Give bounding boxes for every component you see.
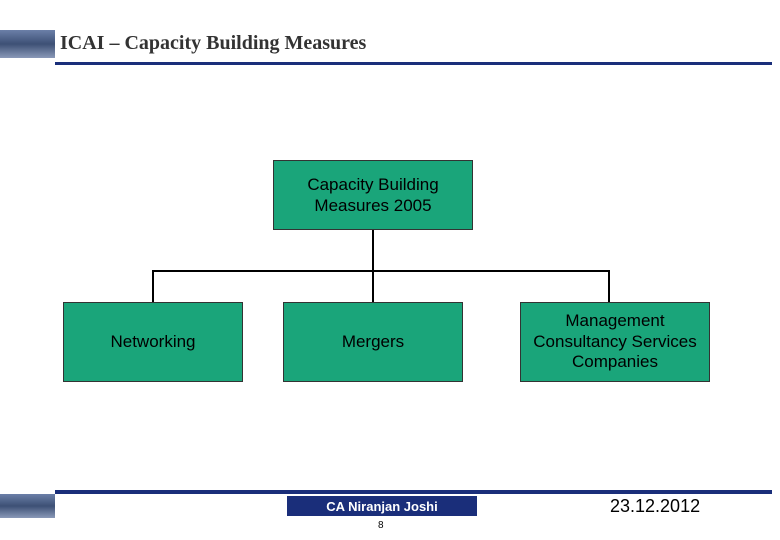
- org-child-label: Management Consultancy Services Companie…: [525, 311, 705, 372]
- connector-vertical-root: [372, 230, 374, 270]
- org-child-networking: Networking: [63, 302, 243, 382]
- page-title: ICAI – Capacity Building Measures: [60, 32, 366, 55]
- connector-horizontal: [152, 270, 610, 272]
- org-child-label: Mergers: [342, 332, 404, 352]
- org-child-mcs-companies: Management Consultancy Services Companie…: [520, 302, 710, 382]
- header-decor-strip: [0, 30, 55, 58]
- footer-divider: [55, 490, 772, 494]
- footer-date: 23.12.2012: [610, 496, 700, 517]
- footer-page-number: 8: [378, 520, 384, 531]
- org-root-label: Capacity Building Measures 2005: [274, 174, 472, 217]
- footer-decor-strip: [0, 494, 55, 518]
- footer-author: CA Niranjan Joshi: [287, 496, 477, 516]
- org-root-node: Capacity Building Measures 2005: [273, 160, 473, 230]
- org-child-label: Networking: [110, 332, 195, 352]
- connector-down-2: [608, 272, 610, 302]
- connector-down-1: [372, 272, 374, 302]
- org-child-mergers: Mergers: [283, 302, 463, 382]
- title-underline: [55, 62, 772, 65]
- connector-down-0: [152, 272, 154, 302]
